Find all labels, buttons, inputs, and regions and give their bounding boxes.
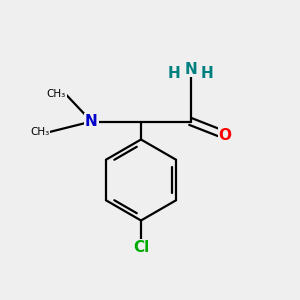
Text: H: H (168, 66, 180, 81)
Text: CH₃: CH₃ (30, 127, 50, 137)
Text: H: H (201, 66, 213, 81)
Text: O: O (218, 128, 232, 142)
Text: N: N (184, 61, 197, 76)
Text: CH₃: CH₃ (47, 89, 66, 100)
Text: Cl: Cl (133, 240, 149, 255)
Text: N: N (85, 114, 98, 129)
